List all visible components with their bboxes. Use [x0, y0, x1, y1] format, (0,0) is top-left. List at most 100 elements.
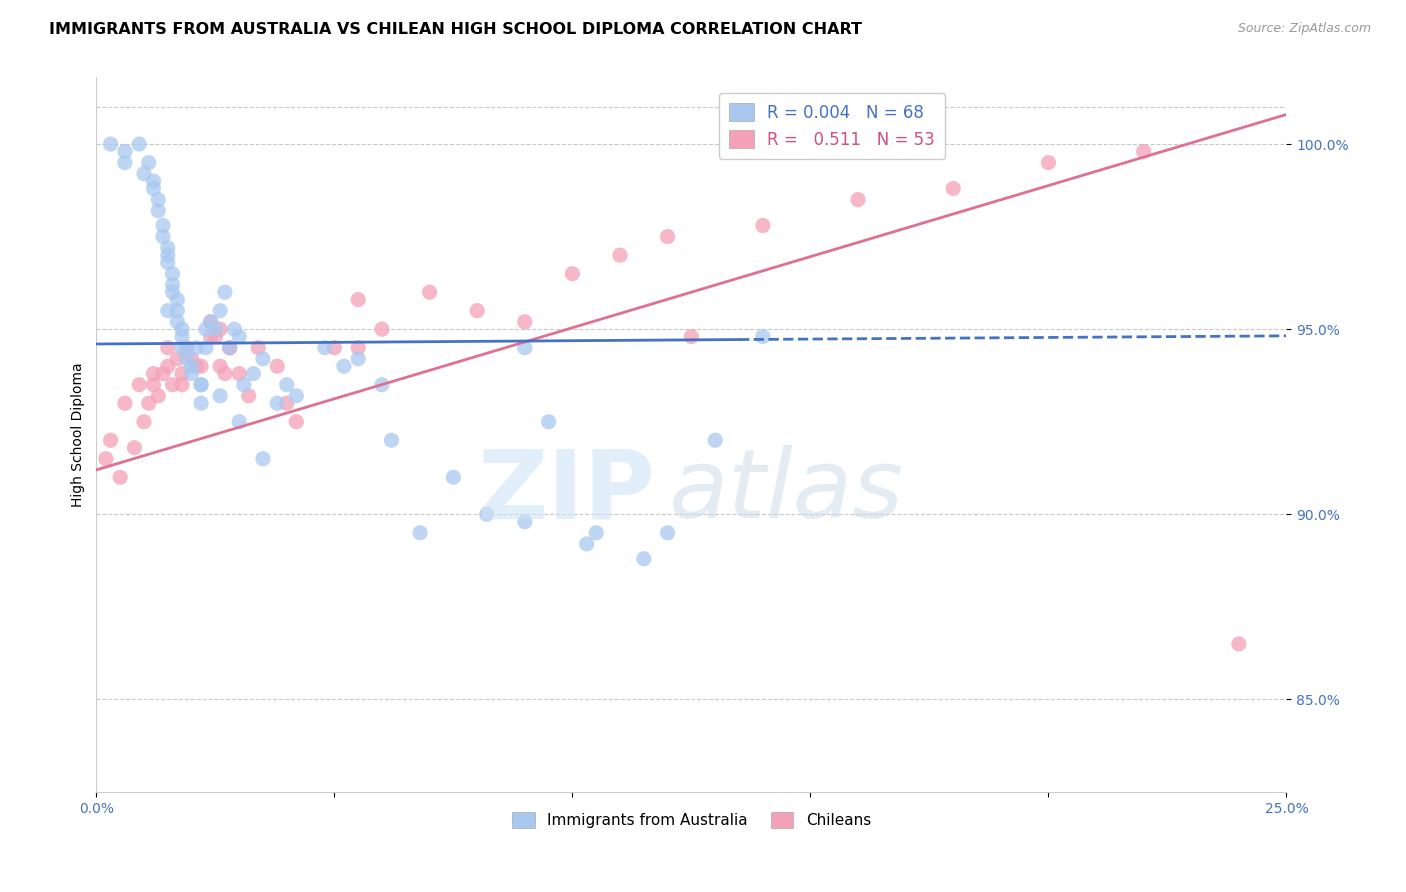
Point [1227, 637, 1250, 651]
Point [347, 341, 370, 355]
Point [347, 351, 370, 366]
Point [138, 396, 160, 410]
Point [200, 329, 222, 343]
Text: ZIP: ZIP [478, 445, 655, 539]
Point [585, 525, 607, 540]
Point [314, 341, 336, 355]
Point [170, 329, 193, 343]
Point [609, 248, 631, 262]
Point [1132, 145, 1154, 159]
Point [152, 229, 174, 244]
Point [276, 396, 298, 410]
Point [156, 303, 179, 318]
Point [170, 367, 193, 381]
Point [846, 193, 869, 207]
Point [228, 329, 250, 343]
Point [142, 377, 165, 392]
Point [124, 441, 146, 455]
Point [166, 351, 188, 366]
Point [142, 181, 165, 195]
Point [204, 322, 226, 336]
Point [186, 359, 208, 374]
Point [114, 396, 136, 410]
Point [162, 377, 184, 392]
Point [190, 377, 212, 392]
Point [247, 341, 270, 355]
Y-axis label: High School Diploma: High School Diploma [72, 362, 86, 507]
Point [170, 341, 193, 355]
Point [190, 396, 212, 410]
Point [156, 248, 179, 262]
Point [209, 303, 232, 318]
Point [180, 351, 202, 366]
Point [209, 389, 232, 403]
Legend: Immigrants from Australia, Chileans: Immigrants from Australia, Chileans [506, 805, 877, 834]
Point [752, 329, 775, 343]
Point [166, 293, 188, 307]
Point [218, 341, 240, 355]
Point [285, 389, 308, 403]
Point [266, 359, 288, 374]
Point [138, 155, 160, 169]
Point [633, 551, 655, 566]
Point [148, 203, 170, 218]
Point [224, 322, 246, 336]
Point [475, 508, 498, 522]
Point [190, 359, 212, 374]
Point [704, 434, 727, 448]
Point [128, 137, 150, 152]
Point [94, 451, 117, 466]
Point [537, 415, 560, 429]
Point [409, 525, 432, 540]
Point [162, 285, 184, 300]
Point [238, 389, 260, 403]
Point [156, 241, 179, 255]
Point [156, 341, 179, 355]
Point [252, 451, 274, 466]
Point [323, 341, 346, 355]
Point [209, 322, 232, 336]
Point [575, 537, 598, 551]
Point [170, 377, 193, 392]
Point [162, 267, 184, 281]
Point [108, 470, 131, 484]
Point [180, 367, 202, 381]
Point [228, 367, 250, 381]
Point [561, 267, 583, 281]
Point [152, 219, 174, 233]
Point [285, 415, 308, 429]
Point [681, 329, 703, 343]
Point [214, 367, 236, 381]
Point [380, 434, 402, 448]
Point [1038, 155, 1060, 169]
Point [232, 377, 254, 392]
Point [214, 285, 236, 300]
Point [148, 193, 170, 207]
Point [180, 359, 202, 374]
Point [100, 434, 122, 448]
Point [371, 322, 394, 336]
Point [128, 377, 150, 392]
Point [166, 315, 188, 329]
Point [513, 315, 536, 329]
Point [266, 396, 288, 410]
Point [142, 367, 165, 381]
Point [114, 145, 136, 159]
Point [148, 389, 170, 403]
Point [752, 219, 775, 233]
Point [152, 367, 174, 381]
Point [100, 137, 122, 152]
Point [441, 470, 464, 484]
Point [132, 167, 155, 181]
Point [513, 341, 536, 355]
Point [209, 359, 232, 374]
Point [657, 525, 679, 540]
Point [194, 322, 217, 336]
Point [194, 341, 217, 355]
Point [204, 329, 226, 343]
Point [465, 303, 488, 318]
Point [200, 315, 222, 329]
Point [276, 377, 298, 392]
Point [333, 359, 356, 374]
Point [114, 155, 136, 169]
